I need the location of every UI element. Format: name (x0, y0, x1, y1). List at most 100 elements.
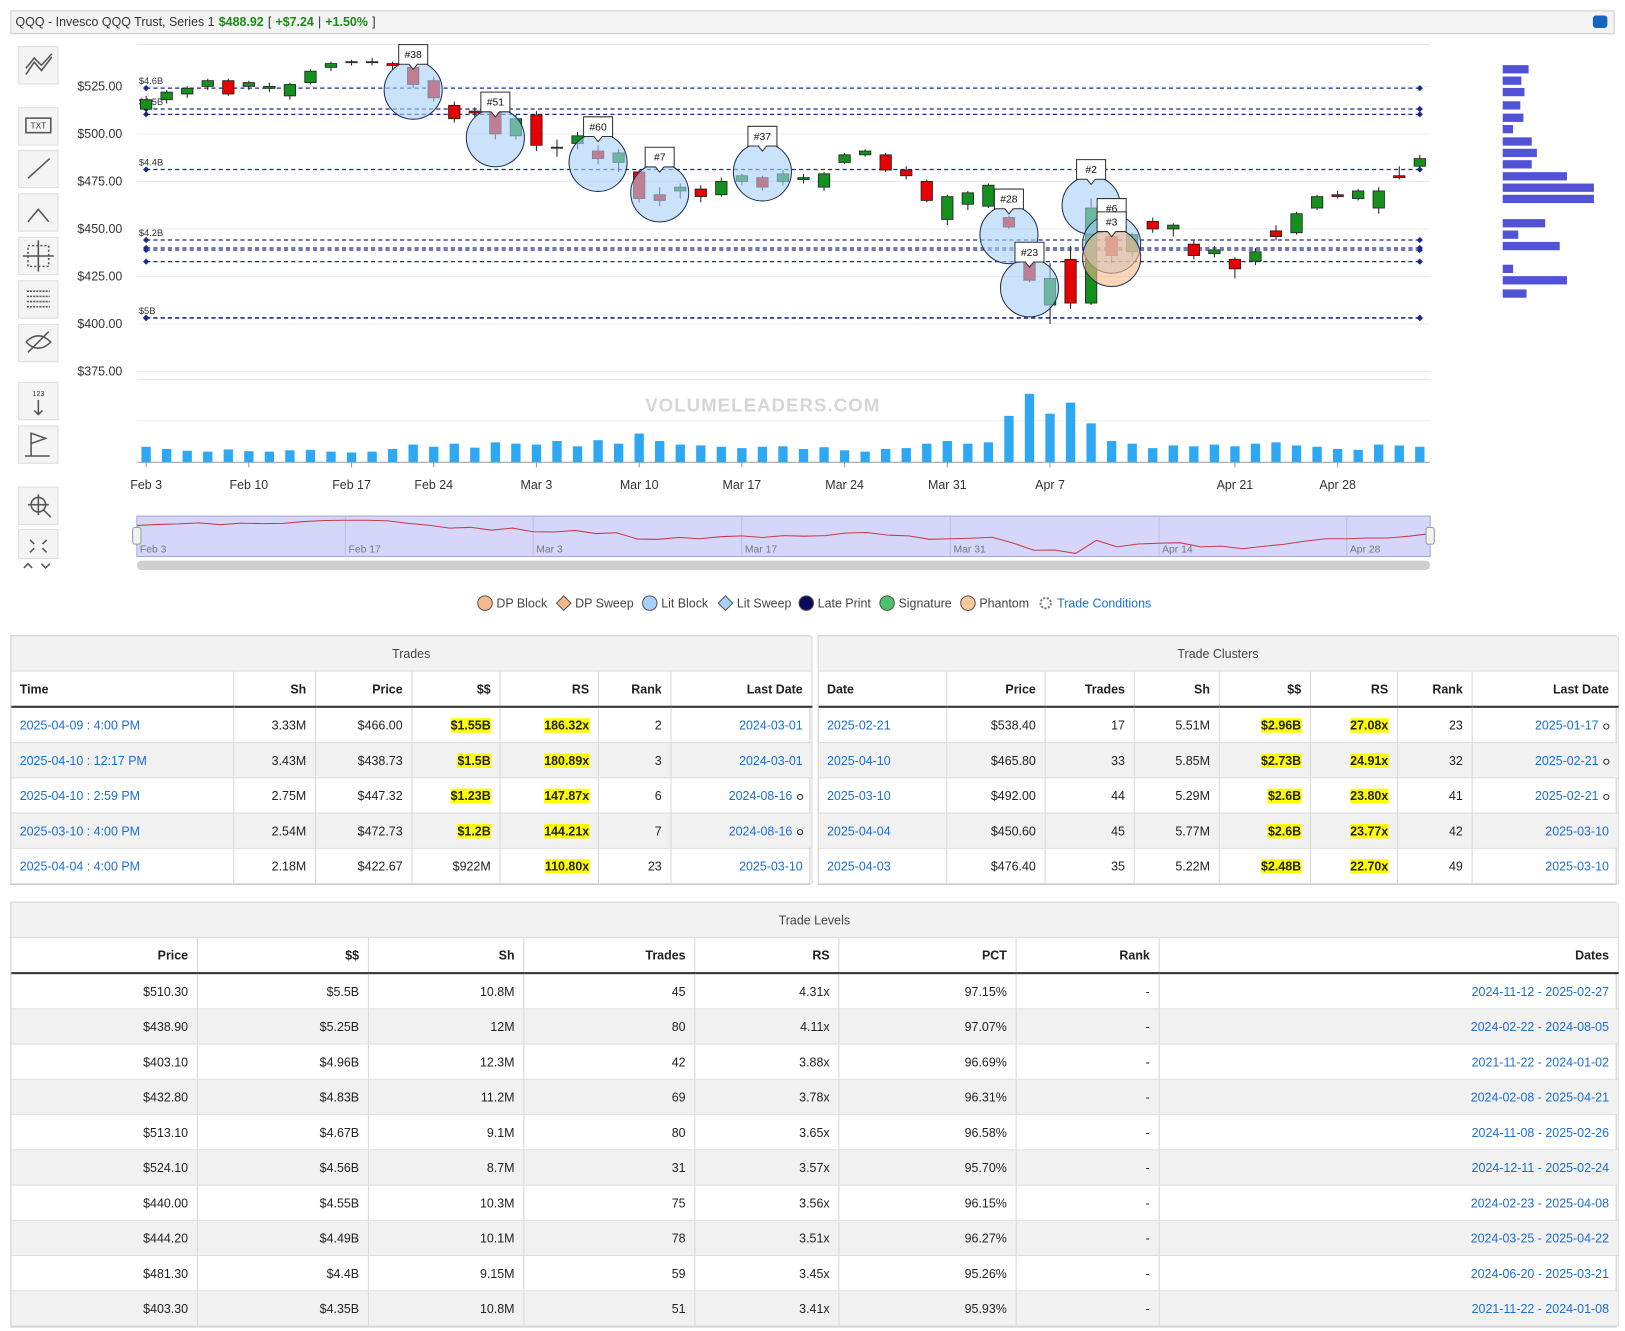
navigator-label: Apr 14 (1162, 544, 1193, 555)
link[interactable]: 2024-06-20 - 2025-03-21 (1470, 1265, 1609, 1281)
tool-button[interactable] (18, 149, 59, 189)
link[interactable]: 2025-01-17 (1534, 717, 1599, 733)
cell-text: 59 (671, 1265, 686, 1281)
link[interactable]: 2025-03-10 (739, 858, 803, 874)
cell: 2025-03-10 (1471, 813, 1619, 849)
link[interactable]: 2024-02-22 - 2024-08-05 (1470, 1019, 1609, 1034)
level-label: $4.6B (139, 76, 163, 86)
column-header: Price (11, 937, 198, 975)
link[interactable]: 2024-12-11 - 2025-02-24 (1471, 1160, 1609, 1175)
link[interactable]: 2024-11-12 - 2025-02-27 (1471, 984, 1609, 999)
candle-body (201, 80, 214, 87)
link[interactable]: 2025-04-10 : 2:59 PM (19, 788, 140, 803)
cell-text: 95.93% (964, 1301, 1007, 1316)
table-row: 2025-02-21 $538.40 17 5.51M $2.96B 27.08x 23 20… (818, 706, 1619, 744)
cell: $1.2B (411, 813, 501, 849)
highlight: $1.5B (457, 752, 491, 768)
candle-body (365, 61, 379, 64)
cell: 8.7M (367, 1149, 524, 1186)
tool-button[interactable] (18, 193, 59, 232)
table-title-row: Trade Clusters (818, 636, 1619, 672)
link[interactable]: 2024-11-08 - 2025-02-26 (1471, 1124, 1609, 1140)
tool-button[interactable] (18, 425, 59, 464)
link[interactable]: 2021-11-22 - 2024-01-02 (1471, 1054, 1609, 1069)
y-tick-label: $375.00 (77, 365, 122, 379)
cell: 23 (1396, 706, 1473, 744)
link[interactable]: 2025-02-21 (827, 717, 891, 733)
cell-text: $510.30 (143, 984, 189, 999)
level-end (143, 258, 150, 265)
candle-body (920, 181, 933, 201)
link[interactable]: 2024-02-23 - 2025-04-08 (1470, 1195, 1609, 1210)
legend-label[interactable]: Signature (899, 596, 952, 610)
legend-label[interactable]: Late Print (818, 596, 872, 610)
link[interactable]: 2025-03-10 (1545, 858, 1609, 874)
link[interactable]: 2025-04-04 : 4:00 PM (19, 858, 140, 874)
link[interactable]: 2024-08-16 (728, 788, 793, 803)
link[interactable]: 2024-03-01 (739, 752, 803, 768)
cell: 3.56x (694, 1185, 839, 1221)
change: +$7.24 (275, 14, 314, 30)
cell-text: 42 (671, 1054, 686, 1069)
link[interactable]: 2024-02-08 - 2025-04-21 (1470, 1089, 1609, 1105)
column-header: Date (818, 671, 947, 708)
cell: $538.40 (946, 706, 1046, 744)
highlight: $2.96B (1261, 717, 1302, 733)
volume-bar (223, 449, 233, 463)
legend-label[interactable]: Phantom (979, 596, 1029, 610)
candle-body (961, 192, 974, 205)
cell-text: 97.15% (964, 984, 1007, 999)
tool-button[interactable] (18, 529, 59, 560)
link[interactable]: 2025-04-04 (827, 823, 891, 838)
link[interactable]: 2024-03-01 (739, 717, 803, 733)
tool-button[interactable] (18, 46, 59, 85)
legend-label[interactable]: Lit Sweep (737, 596, 792, 610)
plot-area: VOLUMELEADERS.COM $375.00 $400.00 $425.00 $4… (77, 44, 1594, 612)
volume-bar (737, 448, 747, 463)
cell: 41 (1396, 777, 1473, 814)
cell: 3.45x (694, 1255, 839, 1292)
cell: - (1015, 1220, 1160, 1257)
cell: 2024-03-01 (670, 742, 813, 779)
candle-body (900, 169, 913, 177)
cell: $466.00 (315, 706, 412, 744)
link[interactable]: 2021-11-22 - 2024-01-08 (1471, 1301, 1609, 1316)
link[interactable]: 2025-02-21 (1534, 752, 1599, 768)
legend-label[interactable]: DP Sweep (575, 596, 634, 610)
cell-text: 96.31% (964, 1089, 1007, 1105)
link[interactable]: 2025-04-10 : 12:17 PM (19, 752, 147, 768)
link[interactable]: 2024-03-25 - 2025-04-22 (1470, 1230, 1609, 1246)
link[interactable]: 2025-04-03 (827, 858, 891, 874)
y-tick-label: $475.00 (77, 175, 122, 189)
volume-bar (881, 448, 891, 463)
link[interactable]: 2025-04-10 (827, 752, 891, 768)
cell-text: 10.3M (479, 1195, 515, 1210)
link[interactable]: 2025-02-21 (1534, 788, 1599, 803)
legend-label[interactable]: Trade Conditions (1057, 596, 1151, 610)
cell: $524.10 (11, 1149, 198, 1186)
tool-button[interactable] (18, 280, 59, 319)
cell: 23.77x (1309, 813, 1398, 849)
cell: $444.20 (11, 1220, 198, 1257)
volume-bar (1353, 449, 1363, 463)
link[interactable]: 2024-08-16 (728, 823, 793, 838)
link[interactable]: 2025-03-10 (827, 788, 891, 803)
cell: - (1015, 1149, 1160, 1186)
legend-label[interactable]: Lit Block (661, 596, 709, 610)
cell-text: $538.40 (990, 717, 1036, 733)
legend-label[interactable]: DP Block (496, 596, 548, 610)
link[interactable]: 2025-03-10 : 4:00 PM (19, 823, 140, 838)
cell-text: $450.60 (990, 823, 1036, 838)
volume-bar (819, 447, 829, 463)
cell: 11.2M (367, 1079, 524, 1116)
cell: 9.15M (367, 1255, 524, 1292)
cell: - (1015, 973, 1160, 1010)
video-button[interactable] (1592, 15, 1608, 28)
cell-text: 49 (1448, 858, 1463, 874)
cell-text: 2.75M (271, 788, 307, 803)
volume-bar (326, 451, 336, 463)
highlight: 23.80x (1350, 788, 1389, 803)
link[interactable]: 2025-04-09 : 4:00 PM (19, 717, 140, 733)
link[interactable]: 2025-03-10 (1545, 823, 1609, 838)
table-title: Trades (11, 636, 813, 672)
